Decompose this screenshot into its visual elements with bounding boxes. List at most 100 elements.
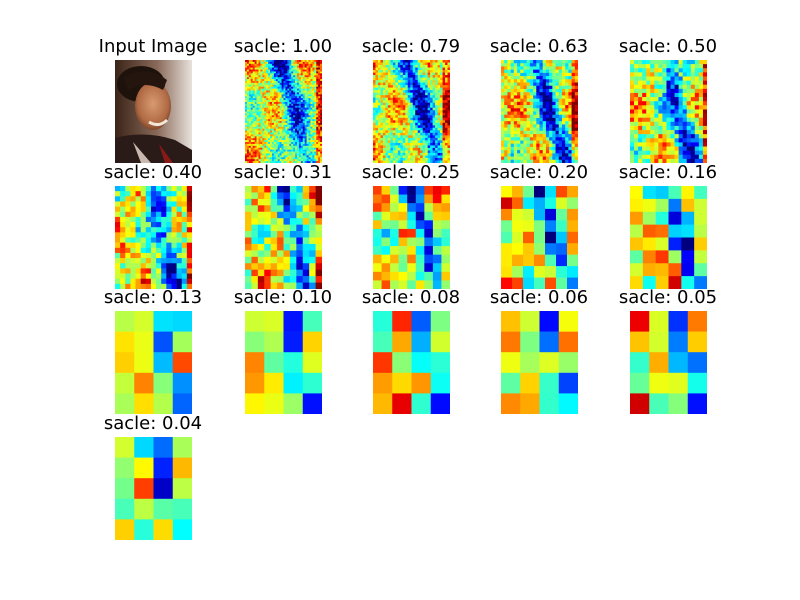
heatmap-cell (320, 153, 322, 156)
heatmap-cell (312, 100, 315, 103)
heatmap-cell (316, 121, 319, 124)
heatmap-cell (437, 117, 441, 121)
heatmap-cell (385, 135, 389, 139)
heatmap-cell (293, 80, 296, 84)
heatmap-cell (171, 252, 177, 259)
heatmap-cell (306, 115, 309, 118)
heatmap-cell (375, 92, 379, 96)
heatmap-cell (397, 102, 401, 106)
heatmap-cell (658, 142, 663, 147)
heatmap-cell (520, 111, 524, 116)
heatmap-cell (517, 76, 521, 80)
heatmap-cell (252, 82, 255, 86)
heatmap-cell (271, 149, 275, 152)
heatmap-cell (312, 109, 315, 112)
heatmap-cell (397, 157, 401, 161)
heatmap-cell (271, 79, 275, 82)
heatmap-cell (504, 79, 508, 83)
heatmap-cell (545, 76, 550, 80)
heatmap-cell (380, 67, 384, 71)
heatmap-cell (425, 160, 428, 163)
heatmap-cell (262, 143, 265, 147)
heatmap-cell (306, 147, 309, 150)
heatmap-cell (312, 149, 315, 152)
heatmap-cell (266, 142, 269, 145)
heatmap-cell (310, 107, 313, 110)
heatmap-cell (400, 110, 404, 114)
heatmap-cell (266, 105, 269, 108)
heatmap-cell (181, 191, 188, 197)
heatmap-cell (250, 119, 254, 122)
heatmap-cell (266, 75, 269, 78)
heatmap-cell (402, 127, 406, 131)
heatmap-cell (504, 82, 508, 87)
heatmap-cell (291, 98, 294, 101)
heatmap-cell (400, 67, 404, 71)
heatmap-cell (279, 100, 282, 103)
heatmap-cell (287, 79, 290, 82)
heatmap-cell (186, 258, 192, 264)
heatmap-cell (558, 95, 563, 99)
heatmap-cell (279, 69, 282, 72)
heatmap-cell (271, 65, 275, 68)
heatmap-cell (262, 149, 265, 152)
heatmap-cell (279, 111, 282, 114)
heatmap-cell (273, 109, 277, 112)
heatmap-cell (306, 86, 309, 89)
heatmap-cell (422, 80, 426, 83)
heatmap-cell (277, 147, 280, 150)
heatmap-cell (432, 157, 436, 161)
heatmap-cell (377, 82, 381, 86)
heatmap-cell (533, 124, 537, 128)
heatmap-cell (501, 117, 505, 122)
heatmap-cell (510, 127, 515, 132)
heatmap-cell (161, 227, 167, 233)
heatmap-cell (268, 157, 271, 160)
heatmap-cell (156, 273, 162, 279)
heatmap-cell (245, 71, 248, 74)
heatmap-cell (246, 60, 250, 63)
heatmap-cell (427, 155, 431, 159)
heatmap-cell (318, 82, 321, 86)
heatmap-cell (135, 216, 141, 223)
heatmap-cell (412, 155, 416, 159)
heatmap-cell (302, 60, 305, 63)
heatmap-cell (310, 159, 313, 162)
heatmap-cell (281, 121, 284, 124)
heatmap-cell (440, 102, 443, 106)
heatmap-cell (420, 115, 423, 119)
heatmap-cell (312, 63, 315, 67)
heatmap-cell (375, 127, 379, 131)
heatmap-cell (262, 151, 265, 154)
heatmap-cell (258, 75, 261, 78)
heatmap-cell (417, 92, 421, 96)
heatmap-cell (256, 96, 259, 99)
heatmap-cell (281, 67, 284, 70)
heatmap-cell (427, 70, 431, 73)
heatmap-cell (268, 60, 271, 63)
heatmap-cell (296, 101, 300, 105)
heatmap-cell (387, 117, 391, 121)
heatmap-cell (412, 82, 416, 86)
heatmap-cell (415, 132, 419, 136)
heatmap-cell (442, 70, 446, 73)
heatmap-cell (420, 110, 423, 114)
heatmap-cell (422, 137, 426, 141)
heatmap-cell (273, 130, 277, 133)
heatmap-cell (302, 126, 305, 129)
heatmap-cell (432, 87, 436, 91)
heatmap-cell (304, 119, 307, 122)
heatmap-cell (287, 88, 290, 91)
heatmap-cell (266, 128, 269, 131)
heatmap-cell (415, 60, 419, 63)
heatmap-cell (302, 115, 305, 118)
heatmap-cell (245, 65, 248, 68)
heatmap-cell (435, 80, 438, 83)
heatmap-cell (291, 128, 294, 131)
heatmap-cell (130, 201, 136, 207)
heatmap-cell (291, 138, 294, 141)
heatmap-cell (385, 100, 389, 104)
heatmap-cell (254, 96, 257, 99)
heatmap-cell (440, 92, 443, 96)
heatmap-cell (638, 60, 643, 65)
